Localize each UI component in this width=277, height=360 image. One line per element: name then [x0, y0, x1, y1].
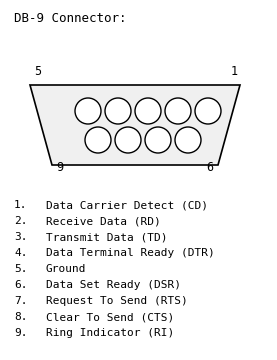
- Circle shape: [105, 98, 131, 124]
- Text: 9: 9: [57, 161, 63, 174]
- Circle shape: [85, 127, 111, 153]
- Text: Clear To Send (CTS): Clear To Send (CTS): [46, 312, 174, 322]
- Circle shape: [195, 98, 221, 124]
- Text: 8.: 8.: [14, 312, 27, 322]
- Polygon shape: [30, 85, 240, 165]
- Text: 7.: 7.: [14, 296, 27, 306]
- Text: Data Carrier Detect (CD): Data Carrier Detect (CD): [46, 200, 208, 210]
- Circle shape: [115, 127, 141, 153]
- Text: 1.: 1.: [14, 200, 27, 210]
- Text: Ground: Ground: [46, 264, 86, 274]
- Text: 2.: 2.: [14, 216, 27, 226]
- Text: Ring Indicator (RI): Ring Indicator (RI): [46, 328, 174, 338]
- Text: 5.: 5.: [14, 264, 27, 274]
- Text: Data Set Ready (DSR): Data Set Ready (DSR): [46, 280, 181, 290]
- Text: 4.: 4.: [14, 248, 27, 258]
- Text: Transmit Data (TD): Transmit Data (TD): [46, 232, 168, 242]
- Text: Request To Send (RTS): Request To Send (RTS): [46, 296, 188, 306]
- Circle shape: [135, 98, 161, 124]
- Text: 6: 6: [206, 161, 214, 174]
- Text: 6.: 6.: [14, 280, 27, 290]
- Circle shape: [75, 98, 101, 124]
- Text: DB-9 Connector:: DB-9 Connector:: [14, 12, 127, 25]
- Text: 3.: 3.: [14, 232, 27, 242]
- Circle shape: [175, 127, 201, 153]
- Text: 1: 1: [230, 65, 238, 78]
- Text: 5: 5: [34, 65, 42, 78]
- Text: Receive Data (RD): Receive Data (RD): [46, 216, 161, 226]
- Circle shape: [145, 127, 171, 153]
- Text: Data Terminal Ready (DTR): Data Terminal Ready (DTR): [46, 248, 215, 258]
- Text: 9.: 9.: [14, 328, 27, 338]
- Circle shape: [165, 98, 191, 124]
